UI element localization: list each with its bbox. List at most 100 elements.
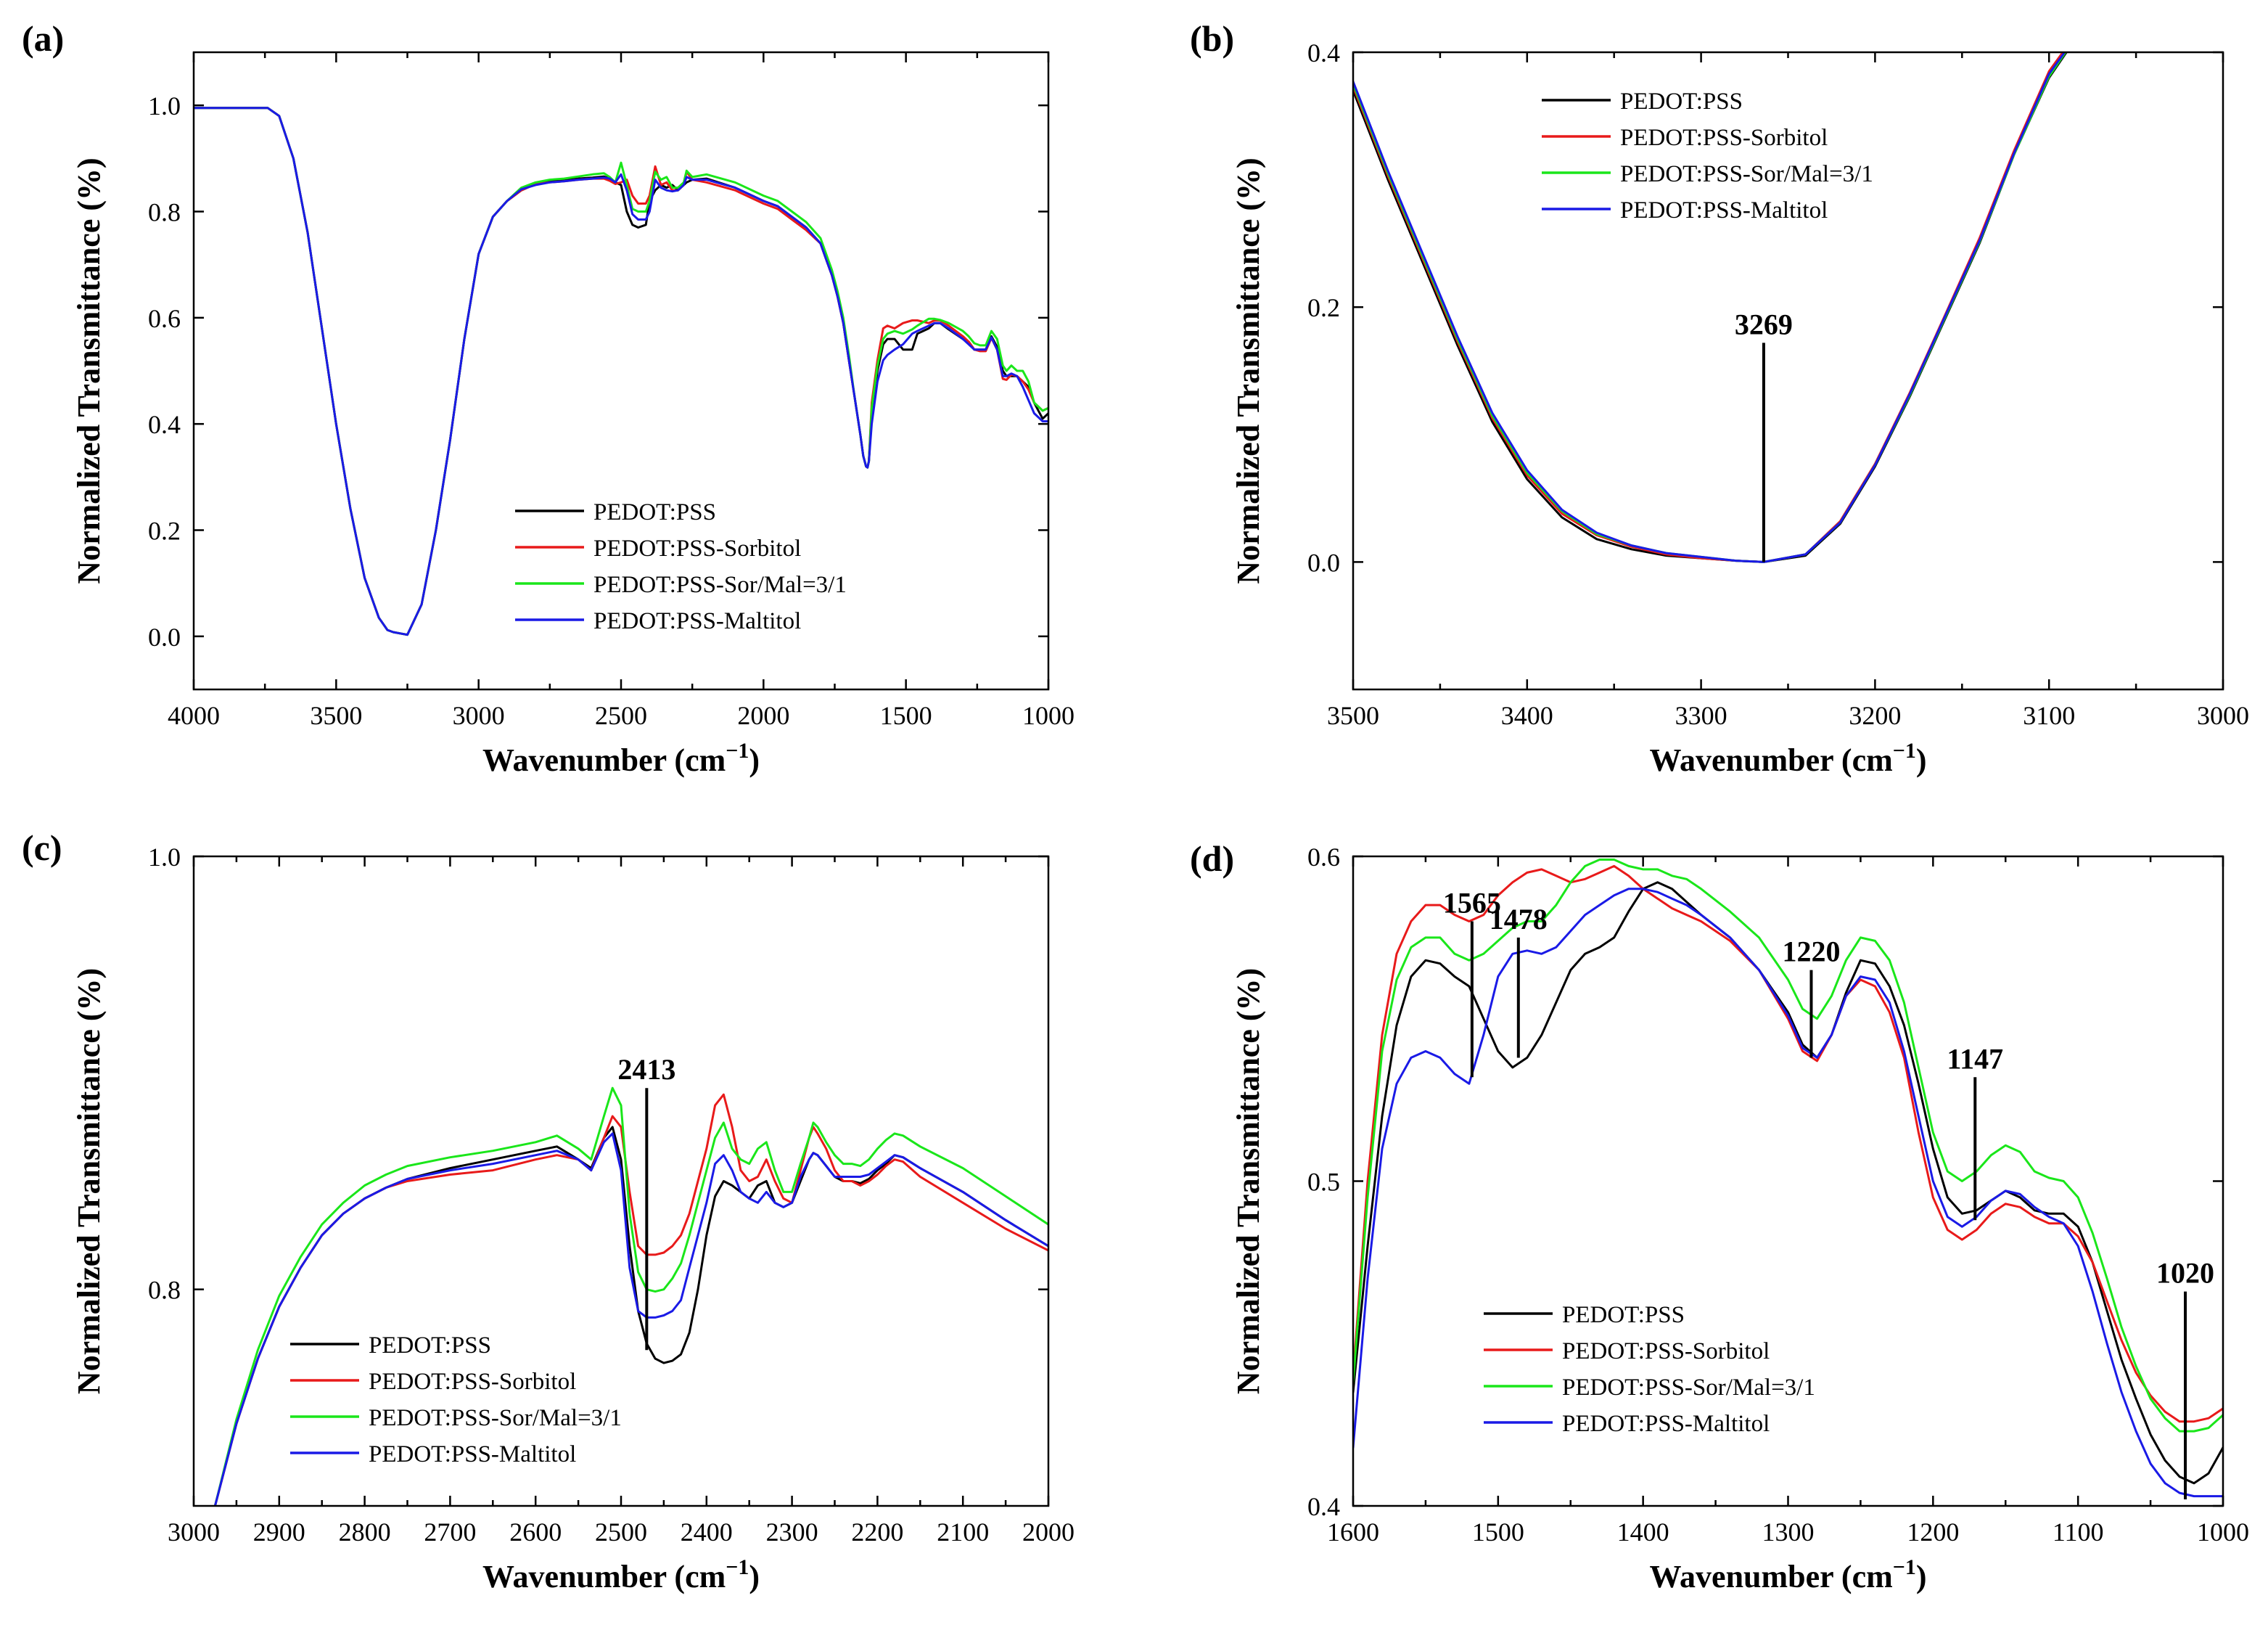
series-group bbox=[213, 1086, 1048, 1506]
x-tick-label: 3400 bbox=[1501, 701, 1553, 730]
x-axis-title-text: Wavenumber (cm bbox=[1649, 1559, 1892, 1594]
legend-entry: PEDOT:PSS-Sor/Mal=3/1 bbox=[593, 572, 847, 598]
x-tick-label: 1000 bbox=[1022, 701, 1075, 730]
x-tick-label: 1200 bbox=[1907, 1518, 1959, 1547]
series-group bbox=[1353, 52, 2068, 563]
y-tick-label: 0.4 bbox=[148, 410, 181, 439]
x-tick-label: 1100 bbox=[2053, 1518, 2104, 1547]
x-tick-label: 1300 bbox=[1762, 1518, 1815, 1547]
x-tick-label: 3200 bbox=[1849, 701, 1901, 730]
x-tick-label: 1500 bbox=[1472, 1518, 1524, 1547]
y-tick-label: 0.0 bbox=[148, 623, 181, 652]
panel-label: (d) bbox=[1190, 838, 1234, 879]
panel-label: (c) bbox=[22, 827, 62, 868]
y-tick-label: 0.8 bbox=[148, 1276, 181, 1305]
y-tick-label: 1.0 bbox=[148, 843, 181, 872]
x-tick-label: 4000 bbox=[168, 701, 220, 730]
legend-entry: PEDOT:PSS-Sorbitol bbox=[593, 536, 801, 562]
y-tick-label: 0.2 bbox=[148, 517, 181, 546]
x-tick-label: 3000 bbox=[2197, 701, 2249, 730]
legend-entry: PEDOT:PSS bbox=[369, 1332, 491, 1359]
x-axis-title-close: ) bbox=[749, 742, 760, 778]
peak-label: 1478 bbox=[1490, 903, 1548, 935]
peak-label: 1147 bbox=[1947, 1042, 2003, 1075]
x-tick-label: 2500 bbox=[595, 701, 647, 730]
legend-entry: PEDOT:PSS-Sor/Mal=3/1 bbox=[369, 1405, 622, 1431]
y-axis-title: Normalized Transmittance (%) bbox=[1230, 968, 1266, 1394]
y-tick-label: 0.4 bbox=[1307, 1492, 1340, 1521]
x-axis-title-superscript: −1 bbox=[1893, 1555, 1916, 1579]
chart-panel-a: (a) 4000 3500 3000 2500 2000 1500 1000 0.0 0.2 0.4… bbox=[22, 18, 1075, 778]
x-tick-label: 3300 bbox=[1675, 701, 1727, 730]
y-tick-label: 0.0 bbox=[1307, 548, 1340, 577]
x-axis-title-superscript: −1 bbox=[726, 739, 749, 763]
x-axis-title: Wavenumber (cm−1) bbox=[1649, 739, 1926, 778]
x-axis-title-close: ) bbox=[749, 1559, 760, 1594]
y-tick-label: 0.5 bbox=[1307, 1168, 1340, 1197]
legend-entry: PEDOT:PSS bbox=[593, 499, 716, 525]
x-tick-label: 2100 bbox=[937, 1518, 989, 1547]
x-axis-title: Wavenumber (cm−1) bbox=[482, 1555, 760, 1594]
x-tick-label: 2000 bbox=[737, 701, 789, 730]
legend-entry: PEDOT:PSS-Sor/Mal=3/1 bbox=[1620, 161, 1873, 187]
panel-label: (b) bbox=[1190, 18, 1234, 59]
y-axis-title: Normalized Transmittance (%) bbox=[1230, 157, 1266, 583]
x-tick-label: 1400 bbox=[1617, 1518, 1669, 1547]
x-axis-title-text: Wavenumber (cm bbox=[1649, 742, 1892, 778]
x-tick-label: 3500 bbox=[310, 701, 362, 730]
x-axis-title-text: Wavenumber (cm bbox=[482, 742, 726, 778]
series-line-2 bbox=[213, 1093, 1048, 1506]
series-group bbox=[194, 107, 1048, 636]
x-axis-title-superscript: −1 bbox=[1893, 739, 1916, 763]
legend-entry: PEDOT:PSS-Maltitol bbox=[1562, 1411, 1770, 1437]
legend: PEDOT:PSS PEDOT:PSS-Sorbitol PEDOT:PSS-Sor… bbox=[1542, 89, 1873, 224]
x-tick-label: 2200 bbox=[851, 1518, 903, 1547]
series-line-4 bbox=[194, 107, 1048, 636]
legend-entry: PEDOT:PSS-Sor/Mal=3/1 bbox=[1562, 1375, 1815, 1401]
x-tick-label: 3000 bbox=[168, 1518, 220, 1547]
y-tick-label: 0.6 bbox=[1307, 843, 1340, 872]
y-tick-label: 0.6 bbox=[148, 304, 181, 333]
x-axis-title: Wavenumber (cm−1) bbox=[482, 739, 760, 778]
x-tick-label: 2600 bbox=[509, 1518, 562, 1547]
peak-label: 1020 bbox=[2156, 1257, 2214, 1290]
x-axis-title-superscript: −1 bbox=[726, 1555, 749, 1579]
x-tick-label: 2500 bbox=[595, 1518, 647, 1547]
legend-entry: PEDOT:PSS-Maltitol bbox=[1620, 197, 1828, 224]
legend: PEDOT:PSS PEDOT:PSS-Sorbitol PEDOT:PSS-Sor… bbox=[290, 1332, 622, 1467]
x-tick-label: 2900 bbox=[253, 1518, 305, 1547]
peak-label: 2413 bbox=[617, 1053, 675, 1086]
y-tick-label: 1.0 bbox=[148, 91, 181, 120]
legend: PEDOT:PSS PEDOT:PSS-Sorbitol PEDOT:PSS-Sor… bbox=[515, 499, 847, 634]
series-line-4 bbox=[213, 1132, 1048, 1506]
x-axis-title-close: ) bbox=[1916, 742, 1927, 778]
x-tick-label: 1600 bbox=[1327, 1518, 1379, 1547]
peak-label: 1565 bbox=[1443, 887, 1501, 920]
legend-entry: PEDOT:PSS bbox=[1562, 1302, 1685, 1328]
legend-entry: PEDOT:PSS-Maltitol bbox=[593, 608, 801, 634]
x-axis-title-text: Wavenumber (cm bbox=[482, 1559, 726, 1594]
x-tick-label: 2800 bbox=[339, 1518, 391, 1547]
chart-panel-b: (b) 3500 3400 3300 3200 3100 3000 0.0 0.2 0.4 Wave… bbox=[1190, 18, 2249, 778]
series-line-3 bbox=[213, 1086, 1048, 1506]
x-tick-label: 1000 bbox=[2197, 1518, 2249, 1547]
x-axis-title: Wavenumber (cm−1) bbox=[1649, 1555, 1926, 1594]
x-tick-label: 1500 bbox=[880, 701, 932, 730]
legend-entry: PEDOT:PSS bbox=[1620, 89, 1743, 115]
y-axis-title: Normalized Transmittance (%) bbox=[71, 968, 107, 1394]
x-tick-label: 3000 bbox=[453, 701, 505, 730]
peak-label: 1220 bbox=[1782, 935, 1840, 968]
peak-label: 3269 bbox=[1735, 308, 1793, 340]
legend-entry: PEDOT:PSS-Sorbitol bbox=[1620, 125, 1828, 151]
legend-entry: PEDOT:PSS-Sorbitol bbox=[369, 1369, 576, 1395]
x-tick-label: 2300 bbox=[766, 1518, 818, 1547]
y-tick-label: 0.2 bbox=[1307, 293, 1340, 322]
x-tick-label: 2400 bbox=[681, 1518, 733, 1547]
chart-panel-d: (d) 1600 1500 1400 1300 1200 1100 1000 0.4 0.5 0.6… bbox=[1190, 838, 2249, 1594]
x-tick-label: 2000 bbox=[1022, 1518, 1075, 1547]
x-tick-label: 3500 bbox=[1327, 701, 1379, 730]
y-tick-label: 0.4 bbox=[1307, 38, 1340, 67]
x-axis-title-close: ) bbox=[1916, 1559, 1927, 1594]
chart-panel-c: (c) 3000 2900 2800 2700 2600 2500 2400 2300 2200 2… bbox=[22, 827, 1075, 1594]
